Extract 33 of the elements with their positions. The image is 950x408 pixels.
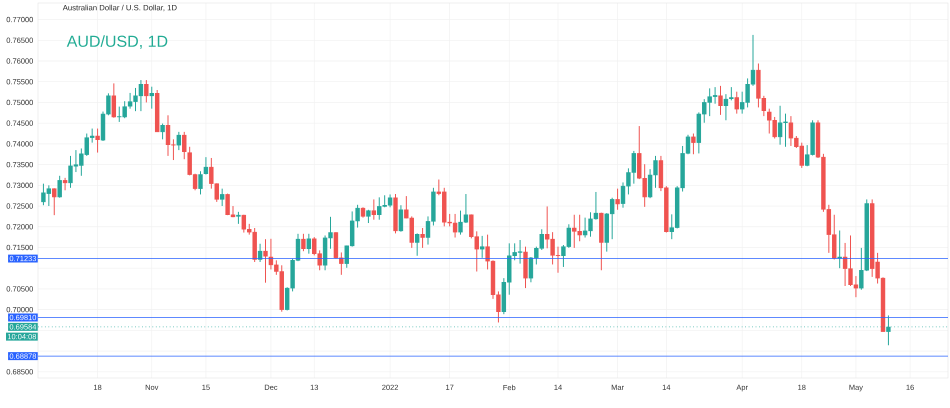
candlestick <box>236 211 241 224</box>
candlestick <box>144 80 149 103</box>
candlestick <box>62 177 68 191</box>
candlestick <box>112 82 116 118</box>
candlestick <box>718 85 723 116</box>
candlestick <box>734 91 739 114</box>
candlestick <box>220 188 224 207</box>
candlestick <box>398 204 404 232</box>
candlestick <box>729 86 734 101</box>
candlestick <box>95 128 100 154</box>
candlestick <box>366 209 371 224</box>
candlestick <box>724 94 728 121</box>
candlestick <box>182 131 186 160</box>
candlestick <box>176 131 182 151</box>
candlestick <box>52 188 56 216</box>
candlestick <box>301 233 306 252</box>
candlestick <box>414 232 420 256</box>
candlestick <box>198 170 203 195</box>
candlestick <box>420 228 425 248</box>
candlestick <box>480 235 484 258</box>
candlestick <box>263 238 268 284</box>
candlestick <box>615 188 620 210</box>
candlestick <box>691 133 696 155</box>
candlestick <box>57 175 62 198</box>
candlestick <box>204 156 208 176</box>
candlestick <box>360 206 366 218</box>
candlestick <box>306 233 312 254</box>
candlestick <box>372 198 376 220</box>
candlestick <box>160 123 165 140</box>
candlestick <box>837 230 842 269</box>
candlestick <box>150 86 154 110</box>
candlestick <box>258 243 262 262</box>
text: AUD/USD, 1D <box>66 35 168 49</box>
